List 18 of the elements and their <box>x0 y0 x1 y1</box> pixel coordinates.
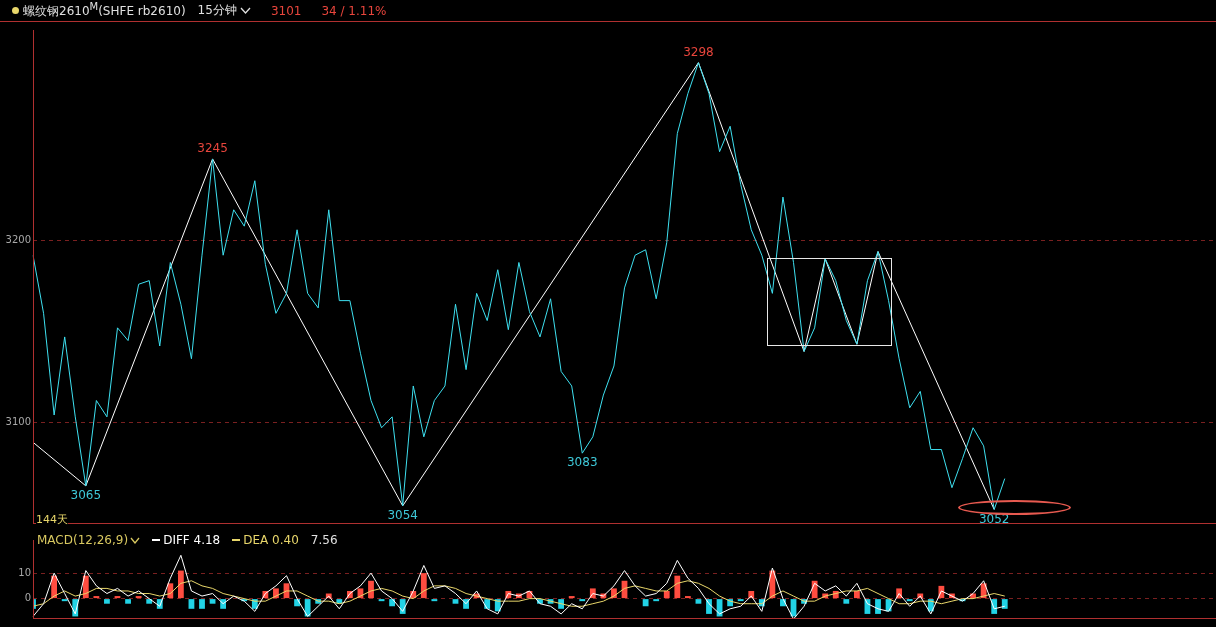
annotation: 144天 <box>36 512 68 527</box>
data-label: 3054 <box>387 507 418 522</box>
legend-label: DIFF 4.18 <box>162 533 221 547</box>
text: 34 / 1.11% <box>321 3 387 18</box>
y-tick-label: 0 <box>24 592 31 604</box>
chart-title: 螺纹钢2610$^{M}$(SHFE rb2610) <box>23 1 186 20</box>
text: 3101 <box>270 3 302 18</box>
y-tick-label: 3200 <box>5 234 31 246</box>
annotation: 7.56 <box>310 533 338 547</box>
y-tick-label: 10 <box>18 566 31 578</box>
chart-subtitle: 15分钟 <box>197 2 237 19</box>
data-label: 3245 <box>197 141 228 156</box>
data-label: 3298 <box>683 44 714 59</box>
y-tick-label: 3100 <box>5 415 31 427</box>
data-label: 3083 <box>566 455 598 470</box>
legend-label: DEA 0.40 <box>242 533 299 547</box>
chart-title: MACD(12,26,9) <box>37 533 129 547</box>
data-label: 3065 <box>70 487 102 502</box>
